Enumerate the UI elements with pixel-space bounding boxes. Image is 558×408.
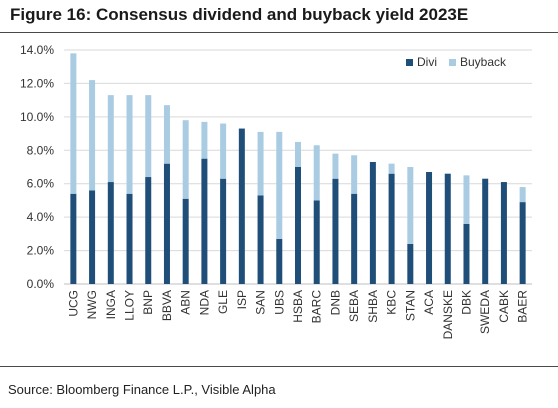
bar-buyback-dbk bbox=[463, 175, 470, 224]
y-tick-label: 12.0% bbox=[20, 76, 54, 90]
bar-divi-nwg bbox=[89, 190, 96, 284]
bar-divi-gle bbox=[220, 178, 227, 284]
legend-label-divi: Divi bbox=[417, 55, 437, 69]
bar-divi-shba bbox=[369, 161, 376, 284]
bar-divi-hsba bbox=[295, 167, 301, 284]
x-tick-label: ABN bbox=[179, 290, 193, 315]
bar-divi-ucg bbox=[70, 193, 77, 284]
bar-buyback-kbc bbox=[388, 163, 395, 174]
x-tick-label: CABK bbox=[497, 290, 511, 323]
bar-divi-nda bbox=[201, 158, 208, 284]
x-tick-label: SHBA bbox=[366, 290, 380, 323]
x-tick-label: KBC bbox=[385, 290, 399, 315]
y-tick-label: 10.0% bbox=[20, 110, 54, 124]
bar-buyback-hsba bbox=[295, 141, 301, 167]
bar-divi-danske bbox=[444, 173, 451, 284]
y-axis: 0.0% 2.0% 4.0% 6.0% 8.0% 10.0% 12.0% 14.0% bbox=[20, 43, 54, 291]
bar-buyback-stan bbox=[407, 167, 414, 244]
y-tick-label: 8.0% bbox=[27, 143, 55, 157]
bar-divi-stan bbox=[407, 243, 414, 284]
x-tick-label: SEBA bbox=[347, 290, 361, 322]
legend-swatch-buyback bbox=[449, 59, 456, 66]
bar-divi-dbk bbox=[463, 223, 470, 284]
y-tick-label: 14.0% bbox=[20, 43, 54, 57]
bar-divi-bnp bbox=[145, 177, 152, 284]
x-tick-label: DNB bbox=[328, 290, 342, 315]
bar-buyback-nwg bbox=[89, 80, 96, 191]
chart-figure-title: Figure 16: Consensus dividend and buybac… bbox=[10, 5, 469, 24]
bar-divi-lloy bbox=[126, 193, 133, 284]
y-tick-label: 4.0% bbox=[27, 210, 55, 224]
legend: Divi Buyback bbox=[406, 55, 507, 69]
x-tick-label: BNP bbox=[141, 290, 155, 315]
bar-buyback-ucg bbox=[70, 53, 77, 194]
x-tick-label: INGA bbox=[104, 290, 118, 319]
x-tick-label: ISP bbox=[235, 290, 249, 309]
x-tick-label: UCG bbox=[66, 290, 80, 317]
y-tick-label: 2.0% bbox=[27, 244, 55, 258]
x-tick-label: NDA bbox=[197, 290, 211, 315]
source-note: Source: Bloomberg Finance L.P., Visible … bbox=[8, 382, 276, 397]
bar-divi-bbva bbox=[163, 163, 170, 284]
bar-divi-aca bbox=[426, 172, 433, 284]
bar-divi-barc bbox=[313, 200, 320, 284]
x-tick-label: ACA bbox=[422, 290, 436, 315]
x-tick-label: SAN bbox=[254, 290, 268, 315]
bar-buyback-gle bbox=[220, 123, 227, 179]
x-tick-label: UBS bbox=[272, 290, 286, 315]
x-axis: UCG NWG INGA LLOY BNP BBVA ABN NDA GLE ISP SAN UBS H… bbox=[66, 290, 529, 340]
bar-buyback-seba bbox=[351, 155, 358, 194]
y-tick-label: 6.0% bbox=[27, 177, 55, 191]
bar-buyback-inga bbox=[107, 95, 114, 183]
top-rule bbox=[0, 32, 558, 33]
bar-buyback-bbva bbox=[163, 105, 170, 164]
legend-swatch-divi bbox=[406, 59, 413, 66]
bar-buyback-ubs bbox=[276, 131, 283, 239]
x-tick-label: BAER bbox=[516, 290, 530, 323]
x-tick-label: HSBA bbox=[291, 290, 305, 323]
bar-buyback-bnp bbox=[145, 95, 152, 178]
bar-divi-sweda bbox=[482, 178, 489, 284]
bar-divi-seba bbox=[351, 193, 358, 284]
x-tick-label: STAN bbox=[403, 290, 417, 321]
bar-buyback-dnb bbox=[332, 153, 339, 179]
bar-divi-abn bbox=[182, 198, 189, 284]
x-tick-label: DANSKE bbox=[441, 290, 455, 339]
bar-divi-ubs bbox=[276, 238, 283, 284]
x-tick-label: LLOY bbox=[123, 290, 137, 321]
legend-label-buyback: Buyback bbox=[460, 55, 507, 69]
bar-buyback-barc bbox=[313, 145, 320, 201]
x-tick-label: DBK bbox=[459, 290, 473, 315]
bar-divi-dnb bbox=[332, 178, 339, 284]
bars bbox=[70, 53, 526, 284]
x-tick-label: BARC bbox=[310, 290, 324, 324]
bar-buyback-baer bbox=[519, 187, 526, 203]
x-tick-label: BBVA bbox=[160, 290, 174, 321]
bar-divi-baer bbox=[519, 202, 526, 284]
y-tick-label: 0.0% bbox=[27, 277, 55, 291]
x-tick-label: SWEDA bbox=[478, 290, 492, 334]
bar-divi-isp bbox=[238, 128, 245, 284]
bottom-rule bbox=[0, 366, 558, 367]
x-tick-label: GLE bbox=[216, 290, 230, 314]
bar-divi-san bbox=[257, 195, 264, 284]
x-tick-label: NWG bbox=[85, 290, 99, 319]
bar-divi-cabk bbox=[500, 182, 507, 284]
bar-buyback-nda bbox=[201, 121, 208, 159]
bar-buyback-san bbox=[257, 131, 264, 196]
bar-buyback-abn bbox=[182, 120, 189, 199]
bar-divi-inga bbox=[107, 182, 114, 284]
bar-buyback-lloy bbox=[126, 95, 133, 194]
bar-divi-kbc bbox=[388, 173, 395, 284]
